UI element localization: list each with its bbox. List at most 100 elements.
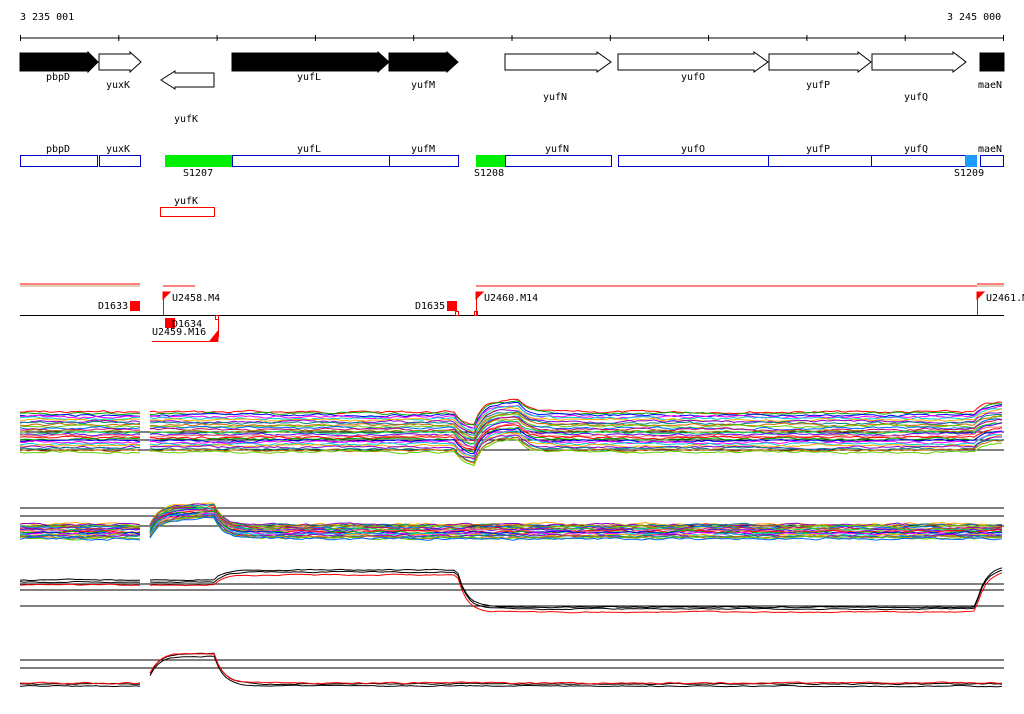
expression-profile	[149, 406, 1003, 433]
feature-flag-u2459[interactable]	[152, 329, 219, 342]
expression-profile	[19, 448, 141, 453]
coordinate-end: 3 245 000	[947, 12, 1002, 23]
segment-pbpD[interactable]	[20, 155, 98, 167]
segment-marker-s1207[interactable]	[165, 155, 232, 167]
segment-yufP[interactable]	[768, 155, 872, 167]
feature-marker-d1635[interactable]	[447, 301, 457, 311]
gene-label-yufK: yufK	[174, 114, 198, 125]
feature-flag-u2461[interactable]	[976, 291, 986, 315]
expression-profile	[19, 414, 141, 419]
segment-label-yuxK: yuxK	[106, 144, 130, 155]
expression-profile	[19, 418, 141, 422]
gene-label-yufN: yufN	[543, 92, 567, 103]
gene-arrow-yufN[interactable]	[504, 51, 612, 73]
expression-profile	[149, 436, 1003, 464]
expression-profile	[19, 536, 141, 541]
expression-profile	[19, 445, 141, 450]
expression-profile	[19, 428, 141, 432]
segment-marker-s1209[interactable]	[965, 155, 977, 167]
feature-label-d1634: D1634	[172, 319, 202, 330]
expression-profile	[149, 502, 1003, 527]
expression-profile	[19, 437, 141, 441]
segment-label-maeN: maeN	[978, 144, 1002, 155]
expression-profile	[149, 516, 1003, 541]
feature-label-u2460: U2460.M14	[484, 293, 538, 304]
segment-label-yufK: yufK	[174, 196, 198, 207]
feature-label-u2459: U2459.M16	[152, 327, 206, 338]
feature-marker-d1634[interactable]	[165, 318, 175, 328]
ruler-ticks	[20, 35, 1004, 41]
expression-profile	[150, 408, 1003, 434]
expression-profile	[149, 421, 1003, 448]
feature-label-d1633: D1633	[98, 301, 128, 312]
expression-profile	[149, 415, 1003, 442]
expression-profile	[19, 420, 141, 425]
expression-profile	[19, 536, 141, 541]
expression-profile	[19, 432, 141, 437]
expression-profile	[19, 684, 141, 687]
expression-profile	[19, 527, 141, 532]
expression-profile	[19, 440, 141, 444]
segment-marker-s1208[interactable]	[476, 155, 505, 167]
gene-arrow-yufK[interactable]	[160, 70, 215, 90]
gene-arrow-yufL[interactable]	[231, 50, 390, 74]
gene-label-yufO: yufO	[681, 72, 705, 83]
segment-yufN[interactable]	[505, 155, 612, 167]
expression-profile	[149, 652, 1003, 686]
segment-label-yufM: yufM	[411, 144, 435, 155]
segment-label-yufO: yufO	[681, 144, 705, 155]
gene-label-yufL: yufL	[297, 72, 321, 83]
expression-profile	[149, 572, 1003, 614]
expression-tracks	[19, 398, 1004, 688]
expression-profile	[149, 655, 1003, 688]
expression-profile	[19, 410, 141, 414]
expression-profile	[149, 508, 1003, 532]
feature-label-d1635: D1635	[415, 301, 445, 312]
segment-label-yufN: yufN	[545, 144, 569, 155]
feature-label-u2458: U2458.M4	[172, 293, 220, 304]
expression-profile	[149, 438, 1003, 467]
segment-yuxK[interactable]	[99, 155, 141, 167]
feature-track: D1633 U2458.M4 D1635 U2460.M14 U2461.M D…	[20, 283, 1024, 342]
gene-arrow-yufO[interactable]	[617, 51, 769, 73]
expression-profile	[19, 525, 141, 529]
gene-label-maeN: maeN	[978, 80, 1002, 91]
expression-profile	[149, 567, 1003, 609]
expression-profile	[149, 420, 1003, 445]
gene-label-yufM: yufM	[411, 80, 435, 91]
segment-yufO[interactable]	[618, 155, 769, 167]
feature-flag-u2458[interactable]	[162, 291, 172, 315]
segment-maeN[interactable]	[980, 155, 1004, 167]
gene-arrow-yuxK[interactable]	[98, 50, 142, 74]
expression-profile	[150, 418, 1003, 444]
expression-profile	[150, 413, 1003, 440]
segment-yufQ[interactable]	[871, 155, 977, 167]
segment-yufL[interactable]	[232, 155, 390, 167]
marker-label-s1209: S1209	[954, 168, 984, 179]
gene-arrow-yufP[interactable]	[768, 50, 872, 74]
segment-track: pbpD yuxK yufL yufM yufN yufO yufP yufQ …	[20, 144, 1004, 217]
expression-profile	[19, 578, 140, 582]
expression-profile	[19, 411, 141, 416]
expression-profile	[149, 401, 1003, 429]
gene-arrow-pbpD[interactable]	[19, 50, 99, 74]
expression-profile	[19, 682, 141, 685]
gene-arrow-yufQ[interactable]	[871, 50, 967, 74]
segment-yufK[interactable]	[160, 207, 215, 217]
expression-profile	[19, 422, 141, 427]
expression-profile	[19, 439, 141, 443]
gene-arrow-yufM[interactable]	[388, 50, 459, 74]
expression-profile	[19, 424, 141, 429]
marker-label-s1207: S1207	[183, 168, 213, 179]
segment-yufM[interactable]	[389, 155, 459, 167]
expression-profile	[149, 405, 1003, 431]
segment-label-yufQ: yufQ	[904, 144, 928, 155]
expression-profile	[19, 428, 141, 433]
expression-profile	[150, 410, 1003, 436]
expression-profile	[149, 435, 1003, 463]
feature-marker-d1633[interactable]	[130, 301, 140, 311]
expression-profile	[149, 426, 1003, 453]
expression-profile	[19, 450, 141, 455]
gene-arrow-maeN[interactable]	[979, 52, 1005, 72]
